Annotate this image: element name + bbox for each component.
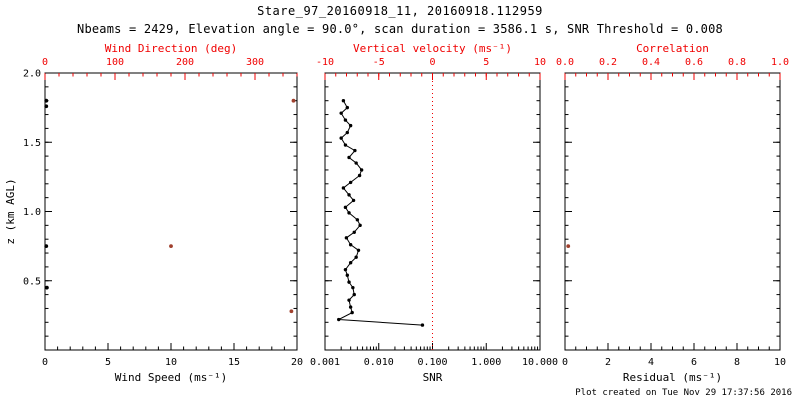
top-tick-label: 300 <box>246 57 264 68</box>
x-tick-label: 0.001 <box>310 357 340 368</box>
snr-point <box>356 248 361 252</box>
snr-point <box>352 230 356 234</box>
panel-border-wind <box>44 72 298 351</box>
x-tick-label: 0 <box>562 357 568 368</box>
wind-speed-point <box>44 285 49 290</box>
wind-direction-point <box>289 309 294 314</box>
x-tick-label: 6 <box>691 357 697 368</box>
x-tick-label: 2 <box>605 357 611 368</box>
snr-point <box>347 155 351 160</box>
snr-point <box>343 267 348 272</box>
x-tick-label: 0 <box>42 357 48 368</box>
top-tick-label: 5 <box>483 57 489 68</box>
snr-point <box>347 298 351 302</box>
x-tick-label: 0.100 <box>417 357 447 368</box>
snr-point <box>348 180 353 185</box>
x-tick-label: 15 <box>228 357 240 368</box>
top-tick-label: -10 <box>316 57 334 68</box>
wind-speed-point <box>44 104 49 109</box>
snr-profile-line <box>336 100 423 326</box>
snr-point <box>357 173 362 178</box>
snr-point <box>347 280 351 284</box>
wind-direction-point <box>169 244 173 249</box>
panel-border-snr <box>324 72 541 351</box>
snr-point <box>359 168 364 172</box>
top-tick-label: 0.4 <box>642 57 660 68</box>
snr-point <box>345 105 350 110</box>
snr-point <box>348 123 353 128</box>
y-tick-label: 1.0 <box>23 207 41 218</box>
wind-direction-point <box>291 98 296 103</box>
wind-speed-point <box>44 244 49 249</box>
snr-point <box>341 99 346 103</box>
snr-point <box>348 243 353 247</box>
top-tick-label: 100 <box>106 57 124 68</box>
snr-point <box>348 261 353 265</box>
x-tick-label: 10 <box>165 357 177 368</box>
snr-point <box>337 317 341 322</box>
top-axis-title-residual: Correlation <box>636 42 709 55</box>
wind-speed-point <box>44 98 49 103</box>
snr-point <box>339 111 343 115</box>
panel-border-residual <box>564 72 781 351</box>
snr-point <box>344 236 349 240</box>
snr-point <box>354 161 358 165</box>
x-axis-title-wind: Wind Speed (ms⁻¹) <box>115 371 228 384</box>
snr-point <box>343 143 348 147</box>
x-tick-label: 8 <box>734 357 740 368</box>
snr-point <box>350 310 354 315</box>
snr-point <box>351 285 355 290</box>
snr-point <box>353 148 357 153</box>
top-tick-label: 0.0 <box>556 57 574 68</box>
top-axis-title-wind: Wind Direction (deg) <box>105 42 237 55</box>
snr-point <box>351 198 356 203</box>
top-tick-label: -5 <box>373 57 385 68</box>
y-tick-label: 2.0 <box>23 69 41 80</box>
top-tick-label: 1.0 <box>771 57 789 68</box>
x-tick-label: 0.010 <box>364 357 394 368</box>
snr-point <box>347 211 351 215</box>
top-tick-label: 0.2 <box>599 57 617 68</box>
top-tick-label: 0 <box>42 57 48 68</box>
snr-point <box>343 205 348 210</box>
snr-point <box>355 218 360 222</box>
snr-point <box>358 223 362 228</box>
snr-point <box>354 255 358 259</box>
x-tick-label: 10.000 <box>522 357 558 368</box>
plot-subtitle: Nbeams = 2429, Elevation angle = 90.0°, … <box>77 22 723 36</box>
y-tick-label: 1.5 <box>23 138 41 149</box>
snr-point <box>352 292 356 297</box>
snr-point <box>339 136 343 140</box>
x-tick-label: 1.000 <box>471 357 501 368</box>
snr-point <box>345 273 350 277</box>
top-tick-label: 0 <box>429 57 435 68</box>
snr-point <box>420 323 425 327</box>
x-tick-label: 20 <box>291 357 303 368</box>
plot-created-timestamp: Plot created on Tue Nov 29 17:37:56 2016 <box>575 388 792 398</box>
x-tick-label: 4 <box>648 357 654 368</box>
x-axis-title-snr: SNR <box>423 371 443 384</box>
y-axis-title: z (km AGL) <box>4 178 17 244</box>
snr-point <box>347 193 351 197</box>
x-tick-label: 10 <box>774 357 786 368</box>
plot-title: Stare_97_20160918_11, 20160918.112959 <box>257 4 543 18</box>
snr-point <box>341 186 346 190</box>
top-tick-label: 200 <box>176 57 194 68</box>
x-tick-label: 5 <box>105 357 111 368</box>
x-axis-title-residual: Residual (ms⁻¹) <box>623 371 722 384</box>
top-tick-label: 0.8 <box>728 57 746 68</box>
snr-point <box>345 130 350 135</box>
residual-point <box>566 244 571 249</box>
snr-point <box>348 305 353 309</box>
snr-point <box>343 118 348 122</box>
y-tick-label: 0.5 <box>23 276 41 287</box>
top-tick-label: 10 <box>534 57 546 68</box>
top-tick-label: 0.6 <box>685 57 703 68</box>
top-axis-title-snr: Vertical velocity (ms⁻¹) <box>353 42 512 55</box>
